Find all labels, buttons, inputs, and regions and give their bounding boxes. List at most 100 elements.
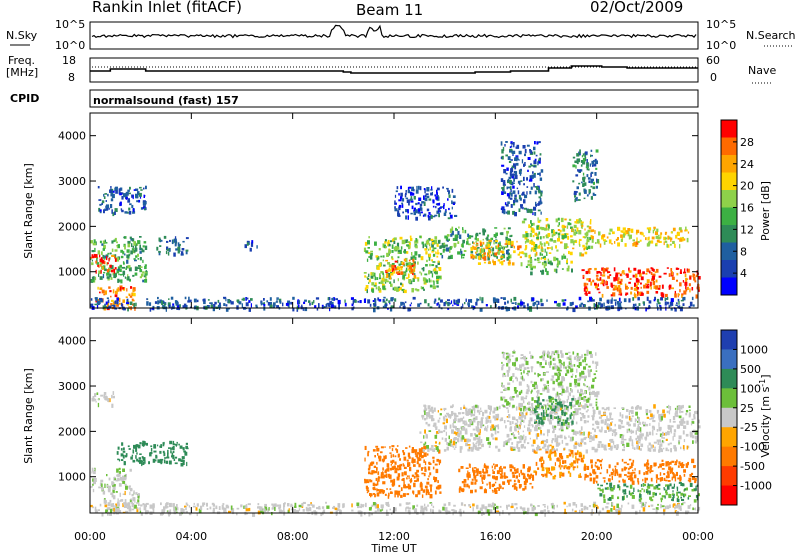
heatmap-cell-17 (402, 305, 406, 310)
heatmap-cell-17 (250, 303, 252, 308)
heatmap-cell-3 (119, 193, 122, 196)
heatmap-cell-5 (592, 413, 595, 418)
heatmap-cell-7 (572, 453, 574, 458)
heatmap-cell-6 (406, 244, 409, 247)
heatmap-cell-9 (501, 361, 503, 364)
heatmap-cell-6 (458, 468, 461, 473)
heatmap-cell-6 (518, 473, 521, 477)
heatmap-cell-5 (430, 448, 434, 451)
heatmap-cell-1 (129, 499, 132, 503)
heatmap-cell-11 (538, 158, 541, 162)
heatmap-cell-3 (97, 186, 100, 189)
heatmap-cell-5 (613, 407, 616, 409)
heatmap-cell-5 (513, 434, 516, 437)
heatmap-cell-9 (575, 355, 579, 358)
heatmap-cell-17 (520, 301, 524, 306)
heatmap-cell-0 (118, 279, 121, 282)
heatmap-cell-3 (153, 459, 157, 462)
heatmap-cell-9 (543, 352, 545, 357)
heatmap-cell-5 (692, 440, 694, 444)
heatmap-cell-17 (584, 304, 586, 307)
heatmap-cell-10 (490, 240, 493, 242)
heatmap-cell-5 (653, 426, 655, 431)
noise-right-label: N.Search (746, 29, 796, 42)
heatmap-cell-14 (622, 233, 626, 238)
heatmap-cell-5 (451, 411, 454, 416)
heatmap-cell-12 (574, 229, 576, 232)
heatmap-cell-5 (425, 421, 428, 425)
heatmap-cell-9 (499, 232, 503, 235)
heatmap-cell-6 (494, 481, 497, 484)
heatmap-cell-3 (135, 447, 138, 452)
heatmap-cell-5 (438, 417, 441, 420)
heatmap-cell-5 (447, 413, 451, 416)
heatmap-cell-5 (639, 406, 642, 410)
heatmap-cell-17 (578, 296, 582, 301)
heatmap-cell-17 (276, 305, 279, 308)
heatmap-cell-11 (500, 178, 504, 182)
heatmap-cell-9 (512, 362, 514, 366)
heatmap-cell-9 (569, 360, 572, 364)
heatmap-cell-9 (531, 406, 534, 409)
heatmap-cell-5 (452, 440, 456, 446)
heatmap-cell-5 (609, 427, 612, 432)
heatmap-cell-17 (246, 297, 249, 300)
heatmap-cell-13 (668, 273, 671, 277)
heatmap-cell-9 (552, 380, 555, 385)
heatmap-cell-11 (533, 160, 537, 165)
heatmap-cell-0 (138, 265, 140, 267)
heatmap-cell-5 (434, 445, 438, 447)
heatmap-cell-12 (584, 246, 587, 250)
heatmap-cell-8 (611, 475, 613, 481)
heatmap-cell-4 (425, 491, 428, 496)
heatmap-cell-17 (315, 297, 320, 300)
heatmap-cell-17 (193, 298, 197, 303)
heatmap-cell-11 (516, 187, 519, 190)
heatmap-cell-1 (132, 303, 134, 306)
heatmap-cell-7 (573, 460, 577, 464)
heatmap-cell-5 (685, 433, 689, 437)
heatmap-cell-14 (617, 242, 620, 247)
heatmap-cell-9 (462, 228, 464, 234)
heatmap-cell-5 (695, 440, 697, 444)
heatmap-cell-5 (670, 431, 672, 434)
heatmap-cell-8 (417, 208, 421, 213)
heatmap-cell-8 (608, 478, 611, 482)
heatmap-cell-13 (615, 272, 619, 277)
heatmap-cell-17 (481, 297, 484, 301)
heatmap-cell-8 (443, 203, 445, 207)
heatmap-cell-13 (617, 285, 621, 290)
heatmap-cell-5 (434, 434, 438, 439)
heatmap-cell-16 (557, 260, 560, 265)
heatmap-cell-11 (515, 162, 519, 166)
heatmap-cell-5 (433, 407, 436, 412)
heatmap-cell-15 (592, 186, 596, 190)
heatmap-cell-4 (397, 473, 401, 477)
heatmap-cell-10 (477, 262, 481, 265)
heatmap-cell-6 (436, 244, 438, 247)
heatmap-cell-12 (586, 247, 588, 250)
heatmap-cell-7 (551, 451, 555, 454)
heatmap-cell-15 (576, 153, 580, 157)
heatmap-cell-17 (126, 302, 130, 305)
heatmap-cell-11 (502, 146, 505, 151)
heatmap-cell-11 (609, 482, 613, 487)
heatmap-cell-9 (561, 391, 563, 396)
heatmap-cell-17 (490, 305, 492, 308)
heatmap-cell-3 (178, 443, 180, 446)
heatmap-cell-5 (606, 407, 609, 410)
heatmap-cell-5 (530, 418, 533, 422)
heatmap-cell-5 (678, 435, 682, 440)
heatmap-cell-17 (108, 305, 112, 309)
heatmap-cell-4 (413, 482, 416, 488)
heatmap-cell-5 (591, 436, 595, 441)
heatmap-cell-0 (100, 479, 104, 483)
heatmap-cell-0 (139, 236, 142, 238)
heatmap-cell-5 (472, 413, 476, 417)
heatmap-cell-17 (691, 296, 694, 301)
heatmap-cell-8 (632, 469, 634, 472)
heatmap-cell-9 (449, 228, 453, 233)
heatmap-cell-9 (509, 235, 512, 238)
heatmap-cell-11 (689, 482, 693, 487)
heatmap-cell-5 (542, 446, 545, 449)
